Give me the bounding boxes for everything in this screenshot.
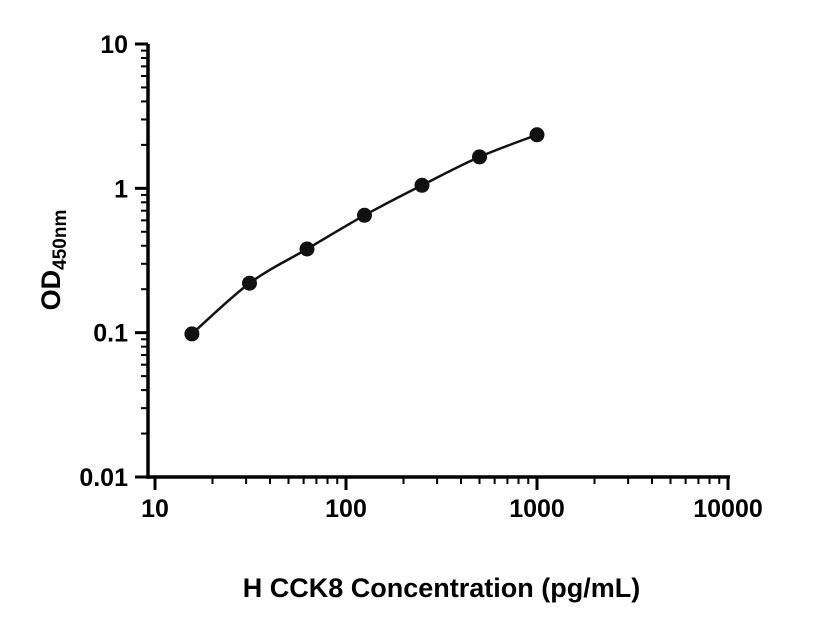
x-axis-title: H CCK8 Concentration (pg/mL)	[243, 573, 641, 603]
data-point-marker	[184, 326, 200, 342]
x-tick-label: 100	[325, 495, 367, 523]
x-tick-label: 10000	[693, 495, 763, 523]
data-point-marker	[242, 275, 257, 291]
series-line	[191, 133, 538, 335]
data-point-marker	[357, 207, 372, 223]
data-point-marker	[299, 241, 315, 257]
y-tick-label: 10	[100, 31, 128, 59]
y-tick-label: 0.01	[79, 464, 128, 492]
x-tick-label: 10	[141, 495, 169, 523]
y-tick-label: 0.1	[93, 320, 128, 348]
data-series	[184, 127, 545, 342]
y-axis: 10 1 0.1 0.01	[79, 31, 150, 492]
x-tick-label: 1000	[509, 495, 565, 523]
y-tick-label: 1	[114, 175, 128, 203]
y-axis-title: OD450nm	[36, 210, 71, 311]
data-point-marker	[472, 149, 487, 165]
data-point-marker	[414, 177, 430, 193]
data-point-marker	[529, 127, 545, 143]
x-axis: 10 100 1000 10000	[141, 475, 763, 523]
